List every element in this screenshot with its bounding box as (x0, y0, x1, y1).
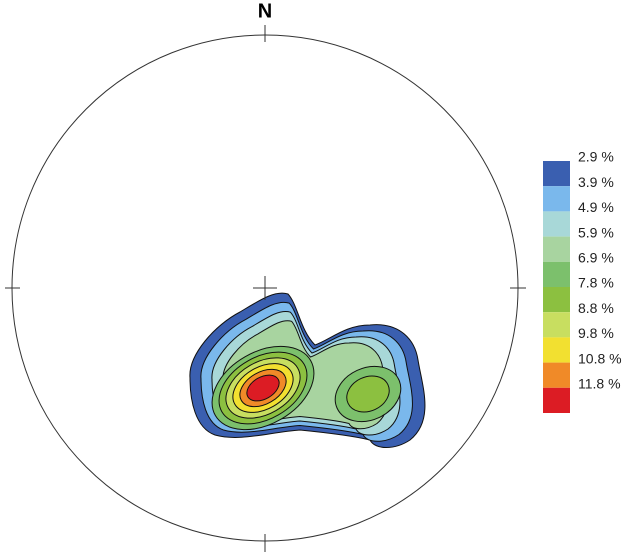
legend: 2.9 % 3.9 % 4.9 % 5.9 % 6.9 % 7.8 % 8.8 % 9.8 %… (543, 149, 622, 413)
legend-swatch (543, 312, 570, 338)
axis-ticks (5, 25, 526, 552)
legend-label: 3.9 % (578, 174, 614, 190)
legend-swatch (543, 261, 570, 287)
legend-swatch (543, 287, 570, 313)
legend-label: 4.9 % (578, 199, 614, 215)
legend-label: 9.8 % (578, 325, 614, 341)
legend-label: 11.8 % (578, 376, 621, 392)
legend-label: 5.9 % (578, 224, 614, 240)
legend-swatch (543, 161, 570, 187)
legend-swatch (543, 236, 570, 262)
legend-swatch (543, 211, 570, 237)
legend-label: 6.9 % (578, 250, 614, 266)
legend-swatch (543, 186, 570, 212)
legend-swatch (543, 337, 570, 363)
contour (246, 374, 280, 402)
center-cross (253, 276, 277, 300)
legend-label: 8.8 % (578, 300, 614, 316)
legend-swatch (543, 387, 570, 413)
legend-swatch (543, 362, 570, 388)
legend-label: 2.9 % (578, 149, 614, 165)
legend-label: 7.8 % (578, 275, 614, 291)
contours (189, 292, 426, 448)
contour (346, 375, 390, 413)
legend-label: 10.8 % (578, 350, 622, 366)
north-label: N (258, 0, 272, 22)
